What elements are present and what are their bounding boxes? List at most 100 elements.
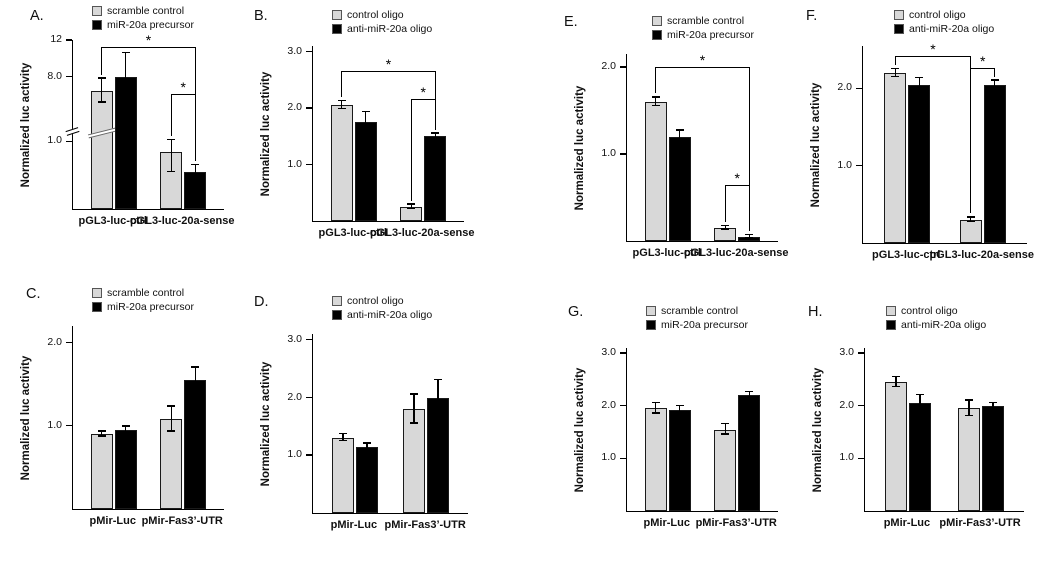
y-tick-mark [66,39,72,41]
error-bar-cap [362,448,371,450]
legend-item: anti-miR-20a oligo [894,22,994,36]
bar [184,380,207,509]
significance-bracket-drop [170,94,172,136]
significance-bracket-drop [410,98,412,201]
y-tick-mark [306,454,312,456]
legend-swatch-black [894,24,904,34]
legend-label: scramble control [667,15,745,27]
error-bar-cap [675,129,684,131]
legend-label: scramble control [107,287,185,299]
plot-area: * * [306,46,464,222]
legend-item: control oligo [894,8,994,22]
bar [160,419,183,509]
error-bar-cap [337,107,346,110]
error-bar-cap [167,170,176,172]
y-tick-label: 2.0 [47,335,62,348]
bar [354,122,377,221]
legend-item: control oligo [886,304,986,318]
legend-item: control oligo [332,294,432,308]
significance-star: * [930,40,936,57]
significance-bracket-drop [970,67,972,214]
significance-bracket [411,98,436,100]
y-tick-label: 1.0 [601,147,616,160]
error-bar [342,434,344,442]
panel-letter: G. [568,304,584,320]
error-bar-cap [745,237,754,239]
error-bar [365,112,367,133]
error-bar [410,204,412,210]
error-bar-cap [410,422,419,424]
significance-bracket [341,70,436,72]
plot-area: * * [856,41,1027,244]
significance-bracket [970,67,995,69]
error-bar [970,217,972,223]
error-bar-cap [167,405,176,407]
legend-swatch-gray [92,288,102,298]
significance-star: * [979,52,986,69]
legend-swatch-black [332,310,342,320]
bar [424,136,447,221]
error-bar-cap [651,412,660,414]
legend-swatch-gray [894,10,904,20]
x-category-label: pGL3-luc-20a-sense [683,247,789,259]
error-bar [919,395,921,412]
legend: scramble control miR-20a precursor [646,304,748,332]
plot-area [858,348,1024,512]
error-bar-cap [121,99,130,101]
error-bar-cap [651,96,660,98]
legend-label: miR-20a precursor [661,319,748,331]
y-tick-mark [620,457,626,459]
error-bar-cap [915,77,924,79]
error-bar [434,133,436,140]
panel-letter: F. [806,8,818,24]
legend: control oligo anti-miR-20a oligo [332,294,432,322]
error-bar-cap [361,131,370,133]
significance-bracket-drop [994,67,996,77]
error-bar [194,367,196,393]
legend-label: scramble control [107,5,185,17]
panel-F: F. control oligo anti-miR-20a oligo Norm… [798,8,1036,288]
plot-area: * * [66,32,224,210]
error-bar-cap [891,67,900,70]
legend-swatch-gray [652,16,662,26]
panel-C: C. scramble control miR-20a precursor No… [6,286,244,565]
legend-item: miR-20a precursor [652,28,754,42]
bar [982,405,1005,511]
y-tick-mark [858,457,864,459]
error-bar-cap [191,391,200,393]
error-bar-cap [167,430,176,432]
bar [331,437,354,513]
significance-bracket [725,184,750,187]
y-tick-label: 1.0 [287,448,302,461]
error-bar [413,394,415,424]
bar [114,429,137,509]
y-axis-title: Normalized luc activity [20,355,32,480]
bar [668,136,691,241]
legend: scramble control miR-20a precursor [92,4,194,32]
error-bar-cap [721,433,730,435]
y-tick-mark [858,405,864,407]
legend-label: miR-20a precursor [107,301,194,313]
significance-star: * [385,55,392,72]
error-bar-cap [97,101,106,103]
error-bar-cap [337,100,346,102]
legend: control oligo anti-miR-20a oligo [886,304,986,332]
error-bar [341,101,343,110]
bar [738,395,761,511]
error-bar [724,226,726,230]
error-bar-cap [410,393,419,395]
y-tick-mark [306,163,312,166]
significance-bracket-drop [724,184,726,223]
bar [958,408,981,511]
error-bar-cap [891,375,900,377]
error-bar-cap [675,411,684,414]
panel-A: A. scramble control miR-20a precursor No… [6,4,244,284]
error-bar-cap [434,378,443,381]
error-bar [724,424,726,435]
legend-item: control oligo [332,8,432,22]
y-tick-label: 1.0 [47,418,62,431]
bar [330,105,353,221]
significance-bracket [101,46,196,49]
error-bar [748,392,750,399]
plot-area [306,334,468,514]
